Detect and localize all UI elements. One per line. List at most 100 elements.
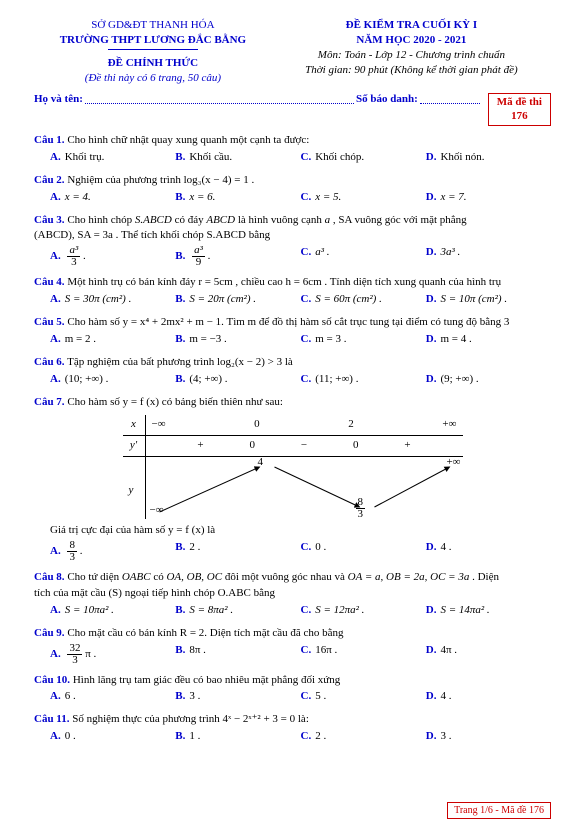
code-label: Mã đề thi [497,96,542,109]
q10-c: 5 . [315,690,326,702]
vt-canvas: −∞ 4 83 +∞ [146,457,463,519]
q7-a-n: 8 [67,540,77,552]
q4-c: S = 60π (cm²) . [315,293,382,305]
time: Thời gian: 90 phút (Không kể thời gian p… [272,63,551,78]
q9-a-d: 3 [67,655,82,666]
vt-c3: 2 [348,417,354,433]
q11-label: Câu 11. [34,713,69,725]
q5-options: A.m = 2 . B.m = −3 . C.m = 3 . D.m = 4 . [34,332,551,348]
q9-text: Cho mặt cầu có bán kính R = 2. Diện tích… [67,627,343,639]
q8-d: S = 14πa² . [440,604,489,616]
name-label: Họ và tên: [34,93,83,105]
q7-options: A. 83 . B.2 . C.0 . D.4 . [34,540,551,563]
q3-b-d: 9 [192,257,205,268]
q4-label: Câu 4. [34,276,65,288]
q1-a: Khối trụ. [65,151,105,163]
vt-s2: 0 [250,438,256,454]
header: SỞ GD&ĐT THANH HÓA TRƯỜNG THPT LƯƠNG ĐẮC… [34,18,551,85]
q6-label: Câu 6. [34,356,65,368]
q1-d: Khối nón. [440,151,484,163]
vt-c1: −∞ [152,417,166,433]
q6-ta: Tập nghiệm của bất phương trình [67,356,217,368]
q3-sabcd: S.ABCD [135,214,172,226]
question-11: Câu 11. Số nghiệm thực của phương trình … [34,712,551,745]
vt-y: y [129,483,134,499]
q7-label: Câu 7. [34,396,65,408]
vt-bot-n: 8 [356,497,366,509]
q7-a-d: 3 [67,552,77,563]
question-1: Câu 1. Cho hình chữ nhật quay xung quanh… [34,133,551,166]
vt-x: x [123,415,146,435]
page: SỞ GD&ĐT THANH HÓA TRƯỜNG THPT LƯƠNG ĐẮC… [0,0,585,755]
q2-options: A.x = 4. B.x = 6. C.x = 5. D.x = 7. [34,190,551,206]
question-3: Câu 3. Cho hình chóp S.ABCD có đáy ABCD … [34,213,551,269]
q10-options: A.6 . B.3 . C.5 . D.4 . [34,689,551,705]
q8-te: tích của mặt cầu (S) ngoại tiếp hình chó… [34,586,551,602]
q7-c: 0 . [315,541,326,553]
q10-text: Hình lăng trụ tam giác đều có bao nhiêu … [73,674,340,686]
q6-options: A.(10; +∞) . B.(4; +∞) . C.(11; +∞) . D.… [34,372,551,388]
subject: Môn: Toán - Lớp 12 - Chương trình chuẩn [272,48,551,63]
q6-b: (4; +∞) . [189,373,227,385]
question-5: Câu 5. Cho hàm số y = x⁴ + 2mx² + m − 1.… [34,315,551,348]
q2-a: x = 4. [65,191,91,203]
q4-d: S = 10π (cm²) . [440,293,507,305]
q2-text: Nghiệm của phương trình log₃(x − 4) = 1 … [67,174,254,186]
question-6: Câu 6. Tập nghiệm của bất phương trình l… [34,355,551,388]
q2-d: x = 7. [440,191,466,203]
q7-b: 2 . [189,541,200,553]
q6-c: (11; +∞) . [315,373,358,385]
q2-c: x = 5. [315,191,341,203]
q1-text: Cho hình chữ nhật quay xung quanh một cạ… [67,134,309,146]
q11-text: Số nghiệm thực của phương trình 4ˣ − 2ˣ⁺… [72,713,309,725]
vt-s1: + [197,438,203,454]
q1-label: Câu 1. [34,134,65,146]
question-10: Câu 10. Hình lăng trụ tam giác đều có ba… [34,673,551,706]
q3-a-d: 3 [67,257,80,268]
q3-options: A. a³3 . B. a³9 . C.a³ . D.3a³ . [34,245,551,268]
q1-b: Khối cầu. [189,151,232,163]
official: ĐỀ CHÍNH THỨC [34,56,272,71]
q8-tb: có [153,571,166,583]
q5-a: m = 2 . [65,333,96,345]
vt-c2: 0 [254,417,260,433]
q10-d: 4 . [440,690,451,702]
q9-d: 4π . [440,644,457,656]
q9-label: Câu 9. [34,627,65,639]
page-footer: Trang 1/6 - Mã đề 176 [447,802,551,819]
q8-oabc: OABC [122,571,151,583]
q9-a-suf: π . [85,648,96,660]
sbd-label: Số báo danh: [356,93,418,105]
q8-options: A.S = 10πa² . B.S = 8πa² . C.S = 12πa² .… [34,603,551,619]
q11-b: 1 . [189,730,200,742]
q3-d: 3a³ . [440,246,460,258]
question-8: Câu 8. Cho tứ diện OABC có OA, OB, OC đô… [34,570,551,619]
vt-pinf: +∞ [446,455,460,471]
question-2: Câu 2. Nghiệm của phương trình log₃(x − … [34,173,551,206]
q9-a-n: 32 [67,643,82,655]
q3-abcd: ABCD [206,214,235,226]
vt-s3: − [301,438,307,454]
variation-table: x −∞ 0 2 +∞ y′ + 0 − 0 + [123,415,463,519]
q3-label: Câu 3. [34,214,65,226]
rule [108,49,198,50]
sbd-field[interactable] [420,93,480,104]
q10-a: 6 . [65,690,76,702]
q3-t5: (ABCD), SA = 3a . Thể tích khối chóp S.A… [34,228,551,244]
q11-d: 3 . [440,730,451,742]
vt-bot-d: 3 [356,509,366,520]
q2-label: Câu 2. [34,174,65,186]
q4-a: S = 30π (cm²) . [65,293,132,305]
vt-arrows [146,457,463,519]
q8-c: S = 12πa² . [315,604,364,616]
q8-label: Câu 8. [34,571,65,583]
header-left: SỞ GD&ĐT THANH HÓA TRƯỜNG THPT LƯƠNG ĐẮC… [34,18,272,85]
q8-b: S = 8πa² . [189,604,233,616]
vt-s5: + [404,438,410,454]
q8-td: . Diện [472,571,499,583]
q10-b: 3 . [189,690,200,702]
q1-c: Khối chóp. [315,151,364,163]
q11-options: A.0 . B.1 . C.2 . D.3 . [34,729,551,745]
q8-ta: Cho tứ diện [67,571,122,583]
name-field[interactable] [85,93,354,104]
